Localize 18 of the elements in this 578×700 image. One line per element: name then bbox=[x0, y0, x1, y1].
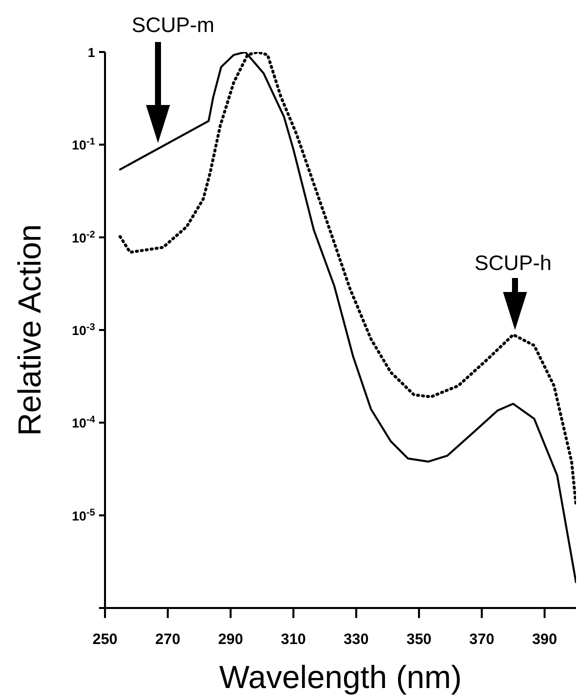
y-tick-label: 10$^{-1}$ bbox=[72, 136, 96, 153]
y-axis-title: Relative Action bbox=[11, 224, 48, 436]
x-tick-label: 370 bbox=[469, 631, 494, 648]
x-tick-label: 290 bbox=[218, 631, 244, 648]
y-tick-label: 10$^{-5}$ bbox=[72, 506, 96, 524]
x-tick-label: 310 bbox=[280, 631, 306, 648]
x-tick-label: 330 bbox=[344, 631, 369, 648]
y-tick-label: 1 bbox=[88, 45, 95, 60]
x-axis-title: Wavelength (nm) bbox=[219, 659, 462, 695]
x-tick-label: 350 bbox=[406, 631, 432, 648]
annotation: SCUP-h bbox=[474, 252, 552, 275]
y-tick-label: 10$^{-2}$ bbox=[72, 228, 96, 246]
x-tick-label: 270 bbox=[155, 631, 180, 648]
x-tick-label: 390 bbox=[532, 631, 558, 648]
text: SCUP-m bbox=[132, 14, 214, 37]
y-tick-label: 10$^{-4}$ bbox=[72, 414, 96, 431]
y-tick-label: 10$^{-3}$ bbox=[72, 322, 96, 338]
x-tick-label: 250 bbox=[92, 631, 118, 648]
